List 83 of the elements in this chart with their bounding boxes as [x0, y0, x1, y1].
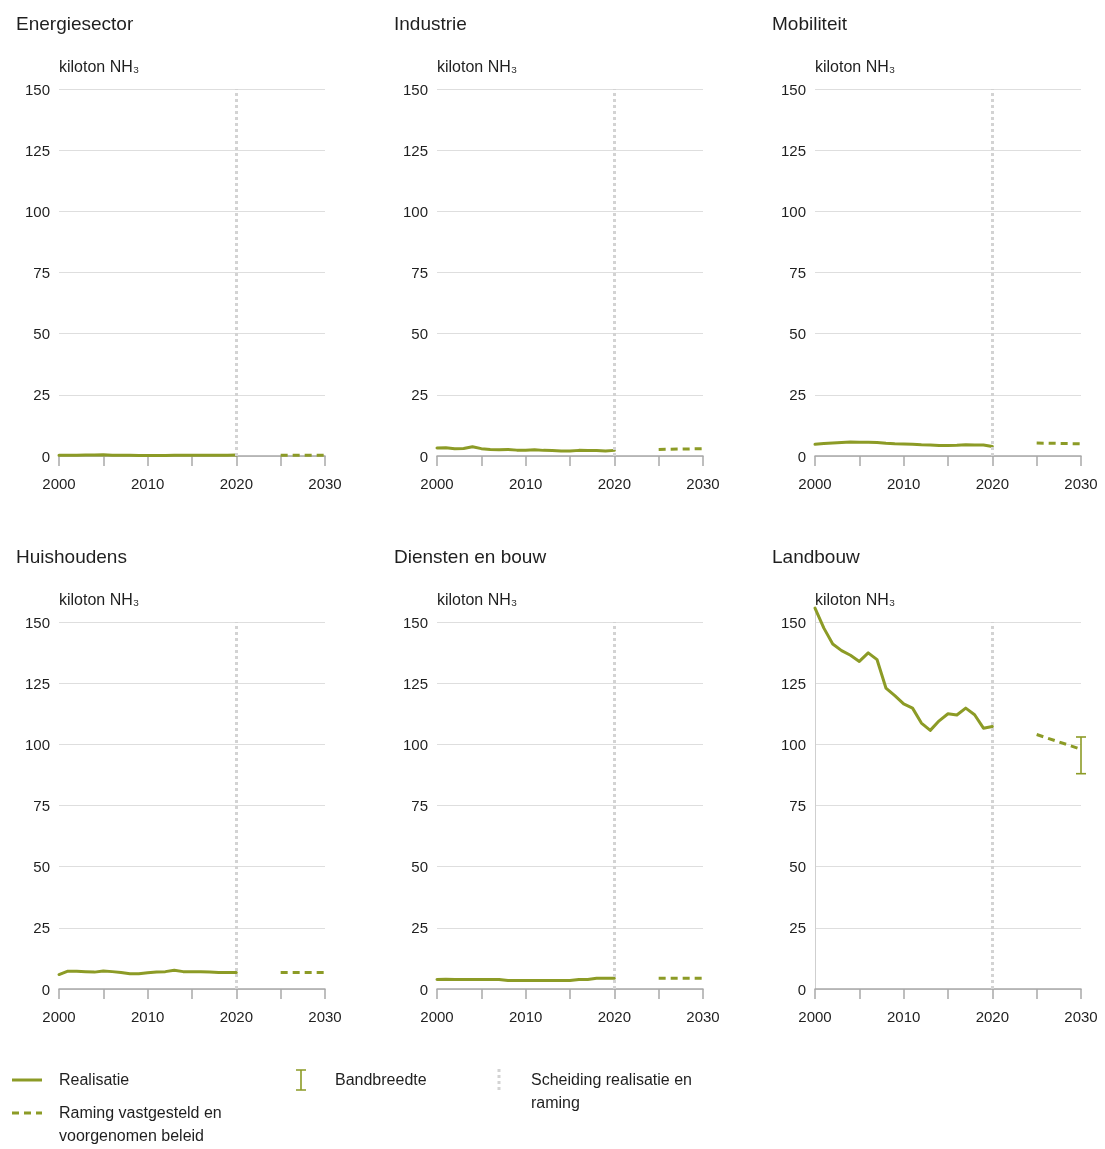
y-tick-label: 0: [419, 980, 428, 998]
y-tick-label: 100: [780, 735, 806, 753]
x-tick-label: 2020: [597, 1008, 632, 1025]
chart-title: Industrie: [394, 13, 467, 34]
y-tick-label: 50: [789, 858, 806, 876]
y-tick-label: 75: [789, 797, 806, 814]
y-tick-label: 150: [780, 80, 806, 98]
legend-label: Raming vastgesteld en voorgenomen beleid: [59, 1103, 223, 1146]
x-tick-label: 2000: [420, 1008, 454, 1025]
chart-title: Energiesector: [16, 13, 134, 34]
y-tick-label: 50: [411, 325, 428, 343]
y-tick-label: 150: [402, 613, 428, 631]
y-tick-label: 125: [24, 674, 50, 692]
y-axis-title: kiloton NH₃: [437, 590, 518, 608]
y-tick-label: 75: [789, 264, 806, 281]
text: Bandbreedte: [335, 1070, 428, 1090]
x-tick-label: 2030: [1064, 1008, 1098, 1025]
x-tick-label: 2030: [686, 475, 720, 492]
y-tick-label: 25: [411, 919, 428, 937]
y-tick-label: 25: [789, 386, 806, 404]
y-tick-label: 125: [780, 674, 806, 692]
y-tick-label: 75: [411, 797, 428, 814]
y-tick-label: 150: [780, 613, 806, 631]
y-tick-label: 0: [419, 447, 428, 465]
y-axis-title: kiloton NH₃: [59, 57, 140, 75]
y-tick-label: 100: [402, 202, 428, 220]
x-tick-label: 2030: [308, 475, 342, 492]
x-tick-label: 2010: [130, 475, 165, 492]
y-tick-label: 0: [797, 980, 806, 998]
y-tick-label: 100: [780, 202, 806, 220]
x-tick-label: 2030: [686, 1008, 720, 1025]
x-tick-label: 2010: [886, 1008, 921, 1025]
x-tick-label: 2020: [219, 475, 254, 492]
y-tick-label: 150: [24, 80, 50, 98]
y-tick-label: 100: [402, 735, 428, 753]
x-tick-label: 2020: [597, 475, 632, 492]
x-tick-label: 2020: [975, 1008, 1010, 1025]
y-tick-label: 100: [24, 202, 50, 220]
y-tick-label: 50: [411, 858, 428, 876]
y-tick-label: 0: [41, 980, 50, 998]
y-tick-label: 125: [24, 141, 50, 159]
chart-title: Diensten en bouw: [394, 546, 547, 567]
x-tick-label: 2010: [886, 475, 921, 492]
x-tick-label: 2030: [1064, 475, 1098, 492]
y-axis-title: kiloton NH₃: [815, 57, 896, 75]
x-tick-label: 2000: [42, 1008, 76, 1025]
y-tick-label: 0: [797, 447, 806, 465]
chart-title: Huishoudens: [16, 546, 127, 567]
y-tick-label: 150: [24, 613, 50, 631]
y-tick-label: 0: [41, 447, 50, 465]
y-tick-label: 25: [411, 386, 428, 404]
y-tick-label: 75: [33, 797, 50, 814]
x-tick-label: 2000: [420, 475, 454, 492]
y-axis-title: kiloton NH₃: [59, 590, 140, 608]
y-tick-label: 50: [789, 325, 806, 343]
x-tick-label: 2010: [130, 1008, 165, 1025]
y-tick-label: 125: [402, 674, 428, 692]
y-tick-label: 25: [33, 919, 50, 937]
x-tick-label: 2020: [219, 1008, 254, 1025]
y-tick-label: 50: [33, 858, 50, 876]
x-tick-label: 2020: [975, 475, 1010, 492]
chart-title: Mobiliteit: [772, 13, 848, 34]
x-tick-label: 2010: [508, 1008, 543, 1025]
y-tick-label: 75: [411, 264, 428, 281]
y-tick-label: 125: [780, 141, 806, 159]
y-axis-title: kiloton NH₃: [815, 590, 896, 608]
y-tick-label: 25: [789, 919, 806, 937]
x-tick-label: 2000: [42, 475, 76, 492]
legend-label: Realisatie: [59, 1070, 131, 1090]
line-series: [813, 606, 994, 732]
y-axis-title: kiloton NH₃: [437, 57, 518, 75]
y-tick-label: 50: [33, 325, 50, 343]
y-tick-label: 75: [33, 264, 50, 281]
legend-label: Scheiding realisatie en raming: [531, 1070, 693, 1113]
x-tick-label: 2000: [798, 475, 832, 492]
y-tick-label: 100: [24, 735, 50, 753]
y-tick-label: 125: [402, 141, 428, 159]
x-tick-label: 2010: [508, 475, 543, 492]
chart-title: Landbouw: [772, 546, 860, 567]
x-tick-label: 2000: [798, 1008, 832, 1025]
y-tick-label: 25: [33, 386, 50, 404]
x-tick-label: 2030: [308, 1008, 342, 1025]
y-tick-label: 150: [402, 80, 428, 98]
